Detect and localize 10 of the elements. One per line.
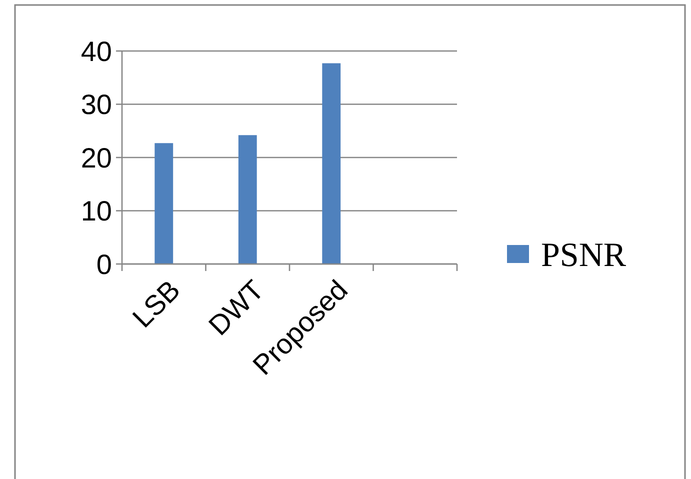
y-tick-label: 30: [80, 89, 112, 120]
bar: [322, 63, 341, 264]
bar: [154, 143, 174, 264]
y-tick-label: 20: [80, 142, 112, 174]
y-tick-label: 40: [80, 36, 112, 67]
y-tick-label: 10: [80, 196, 112, 227]
y-tick-label: 0: [96, 248, 112, 280]
x-tick-label: LSB: [126, 274, 186, 334]
bar: [238, 135, 257, 264]
legend-label: PSNR: [541, 236, 626, 274]
